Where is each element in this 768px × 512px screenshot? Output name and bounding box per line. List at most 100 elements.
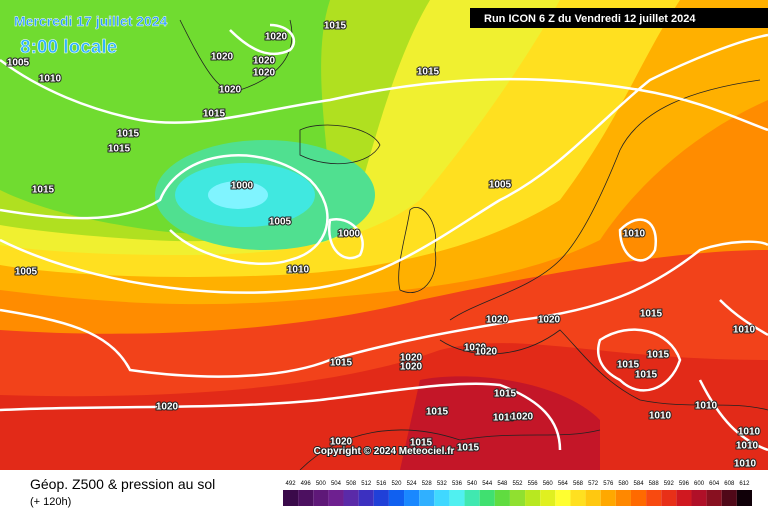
legend-swatch — [646, 490, 662, 506]
legend-label: 500 — [316, 481, 327, 487]
legend-label: 512 — [361, 481, 372, 487]
legend-swatch — [555, 490, 571, 506]
field-deep-red — [400, 376, 600, 470]
color-legend: 492 496 500 504 508 512 516 520 524 528 532 536 540 5… — [283, 481, 752, 506]
legend-label: 572 — [588, 481, 599, 487]
legend-swatch — [298, 490, 314, 506]
isobar-label: 1020 — [486, 315, 509, 326]
legend-label: 560 — [543, 481, 554, 487]
isobar-label: 1015 — [410, 438, 433, 449]
legend-label: 556 — [528, 481, 539, 487]
legend-swatch — [479, 490, 495, 506]
isobar-line — [0, 58, 768, 132]
legend-swatch — [373, 490, 389, 506]
legend-label: 540 — [467, 481, 478, 487]
isobar-label: 1020 — [219, 85, 242, 96]
legend-swatch — [434, 490, 450, 506]
isobar-label: 1020 — [400, 353, 423, 364]
isobar-label: 1020 — [330, 437, 353, 448]
legend-swatch — [600, 490, 616, 506]
isobar-label: 1015 — [617, 360, 640, 371]
isobar-label: 1000 — [338, 229, 361, 240]
isobar-label: 1015 — [330, 358, 353, 369]
isobar-label: 1020 — [265, 32, 288, 43]
legend-swatch — [283, 490, 299, 506]
legend-swatch — [358, 490, 374, 506]
legend-swatch — [615, 490, 631, 506]
isobar-label: 1020 — [475, 347, 498, 358]
isobar-label: 1010 — [738, 427, 761, 438]
legend-label: 508 — [346, 481, 357, 487]
isobar-label: 1000 — [231, 181, 254, 192]
legend-swatch — [630, 490, 647, 506]
legend-swatch — [404, 490, 420, 506]
isobar-label: 1020 — [156, 402, 179, 413]
legend-label: 548 — [497, 481, 508, 487]
legend-label: 588 — [649, 481, 660, 487]
isobar-line — [0, 154, 329, 265]
legend-label: 524 — [407, 481, 418, 487]
isobar-label: 1015 — [324, 21, 347, 32]
isobar-label: 1015 — [203, 109, 226, 120]
time-label: 8:00 locale — [20, 37, 117, 58]
isobar-label: 1010 — [39, 74, 62, 85]
legend-swatch — [676, 490, 692, 506]
legend-label: 604 — [709, 481, 720, 487]
isobar-label: 1005 — [269, 217, 292, 228]
isobar-label: 1020 — [211, 52, 234, 63]
legend-swatch — [721, 490, 737, 506]
legend-swatch — [661, 490, 677, 506]
legend-label: 596 — [679, 481, 690, 487]
isobar-label: 1015 — [457, 443, 480, 454]
legend-label: 504 — [331, 481, 342, 487]
isobar-label: 1020 — [400, 362, 423, 373]
legend-label: 580 — [618, 481, 629, 487]
isobars — [0, 23, 768, 452]
legend-label: 544 — [482, 481, 493, 487]
isobar-label: 1010 — [493, 413, 516, 424]
isobar-line — [0, 240, 768, 378]
legend-label: 492 — [286, 481, 297, 487]
isobar-label: 1020 — [464, 343, 487, 354]
legend-swatch — [494, 490, 510, 506]
legend-label: 612 — [739, 481, 750, 487]
legend-swatch — [540, 490, 556, 506]
isobar-label: 1015 — [32, 185, 55, 196]
legend-label: 496 — [301, 481, 312, 487]
legend-swatch — [313, 490, 329, 506]
legend-swatch — [706, 490, 722, 506]
legend-swatch — [328, 490, 344, 506]
isobar-line — [0, 382, 562, 451]
legend-swatch — [736, 490, 752, 506]
legend-label: 564 — [558, 481, 569, 487]
run-label: Run ICON 6 Z du Vendredi 12 juillet 2024 — [484, 13, 696, 25]
isobar-label: 1010 — [736, 441, 759, 452]
isobar-label: 1005 — [7, 58, 30, 69]
date-label: Mercredi 17 juillet 2024 — [14, 13, 168, 29]
isobar-label: 1015 — [635, 370, 658, 381]
europe-coast — [449, 79, 761, 321]
legend-label: 568 — [573, 481, 584, 487]
isobar-label: 1020 — [511, 412, 534, 423]
isobar-line — [229, 23, 296, 56]
isobar-label: 1020 — [253, 56, 276, 67]
isobar-label: 1005 — [15, 267, 38, 278]
isobar-label: 1020 — [253, 68, 276, 79]
legend-swatch — [691, 490, 707, 506]
iceland-coast — [299, 124, 381, 165]
legend-label: 552 — [512, 481, 523, 487]
isobar-label: 1015 — [494, 389, 517, 400]
isobar-label: 1010 — [734, 459, 757, 470]
mediterranean-coast — [439, 329, 768, 411]
footer-title: Géop. Z500 & pression au sol — [30, 476, 215, 492]
isobar-label: 1010 — [623, 229, 646, 240]
legend-swatch — [570, 490, 586, 506]
legend-label: 516 — [376, 481, 387, 487]
legend-label: 584 — [634, 481, 645, 487]
legend-swatch — [449, 490, 465, 506]
isobar-label: 1020 — [538, 315, 561, 326]
copyright: Copyright © 2024 Meteociel.fr — [314, 446, 455, 457]
isobar-line — [0, 33, 768, 294]
